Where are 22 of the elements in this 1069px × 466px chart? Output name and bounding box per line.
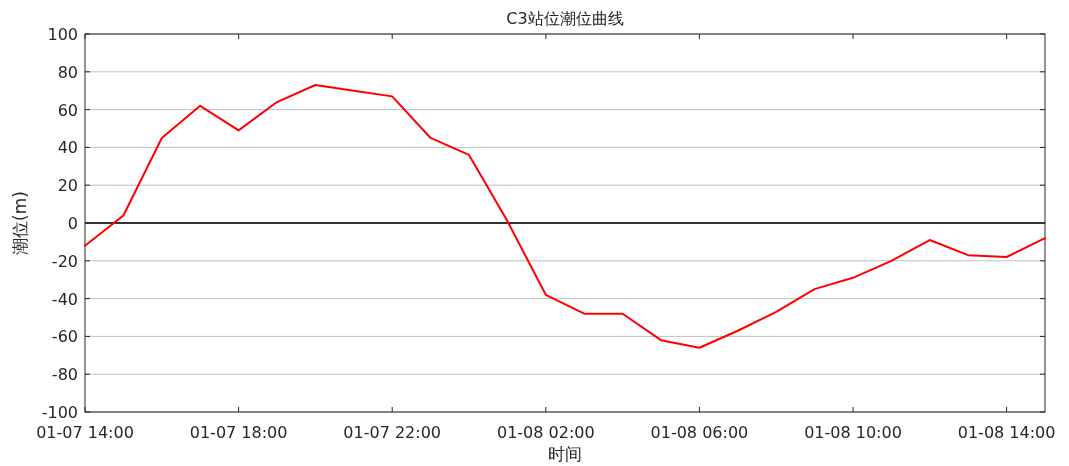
- y-tick-label: 100: [47, 25, 78, 44]
- y-tick-label: 20: [57, 176, 78, 196]
- y-tick-label: -20: [51, 251, 78, 271]
- x-tick-label: 01-08 06:00: [650, 423, 749, 442]
- y-tick-label: 0: [67, 214, 78, 233]
- x-tick-label: 01-08 14:00: [957, 423, 1056, 442]
- y-tick-label: -60: [51, 327, 78, 347]
- x-tick-label: 01-08 10:00: [804, 423, 902, 442]
- x-tick-label: 01-08 02:00: [496, 423, 595, 442]
- x-tick-label: 01-07 14:00: [36, 423, 134, 442]
- line-series: [84, 84, 1046, 349]
- y-tick-label: -100: [41, 403, 78, 422]
- x-axis-title: 时间: [548, 444, 582, 464]
- y-tick-label: -80: [51, 365, 78, 385]
- y-tick-label: -40: [51, 289, 78, 309]
- chart-title: C3站位潮位曲线: [506, 9, 624, 28]
- x-tick-label: 01-07 22:00: [343, 423, 442, 442]
- y-tick-label: 80: [57, 62, 78, 82]
- y-axis-title: 潮位(m): [10, 191, 30, 255]
- x-tick-label: 01-07 18:00: [189, 423, 288, 442]
- y-tick-label: 40: [57, 138, 78, 158]
- y-tick-label: 60: [57, 100, 78, 120]
